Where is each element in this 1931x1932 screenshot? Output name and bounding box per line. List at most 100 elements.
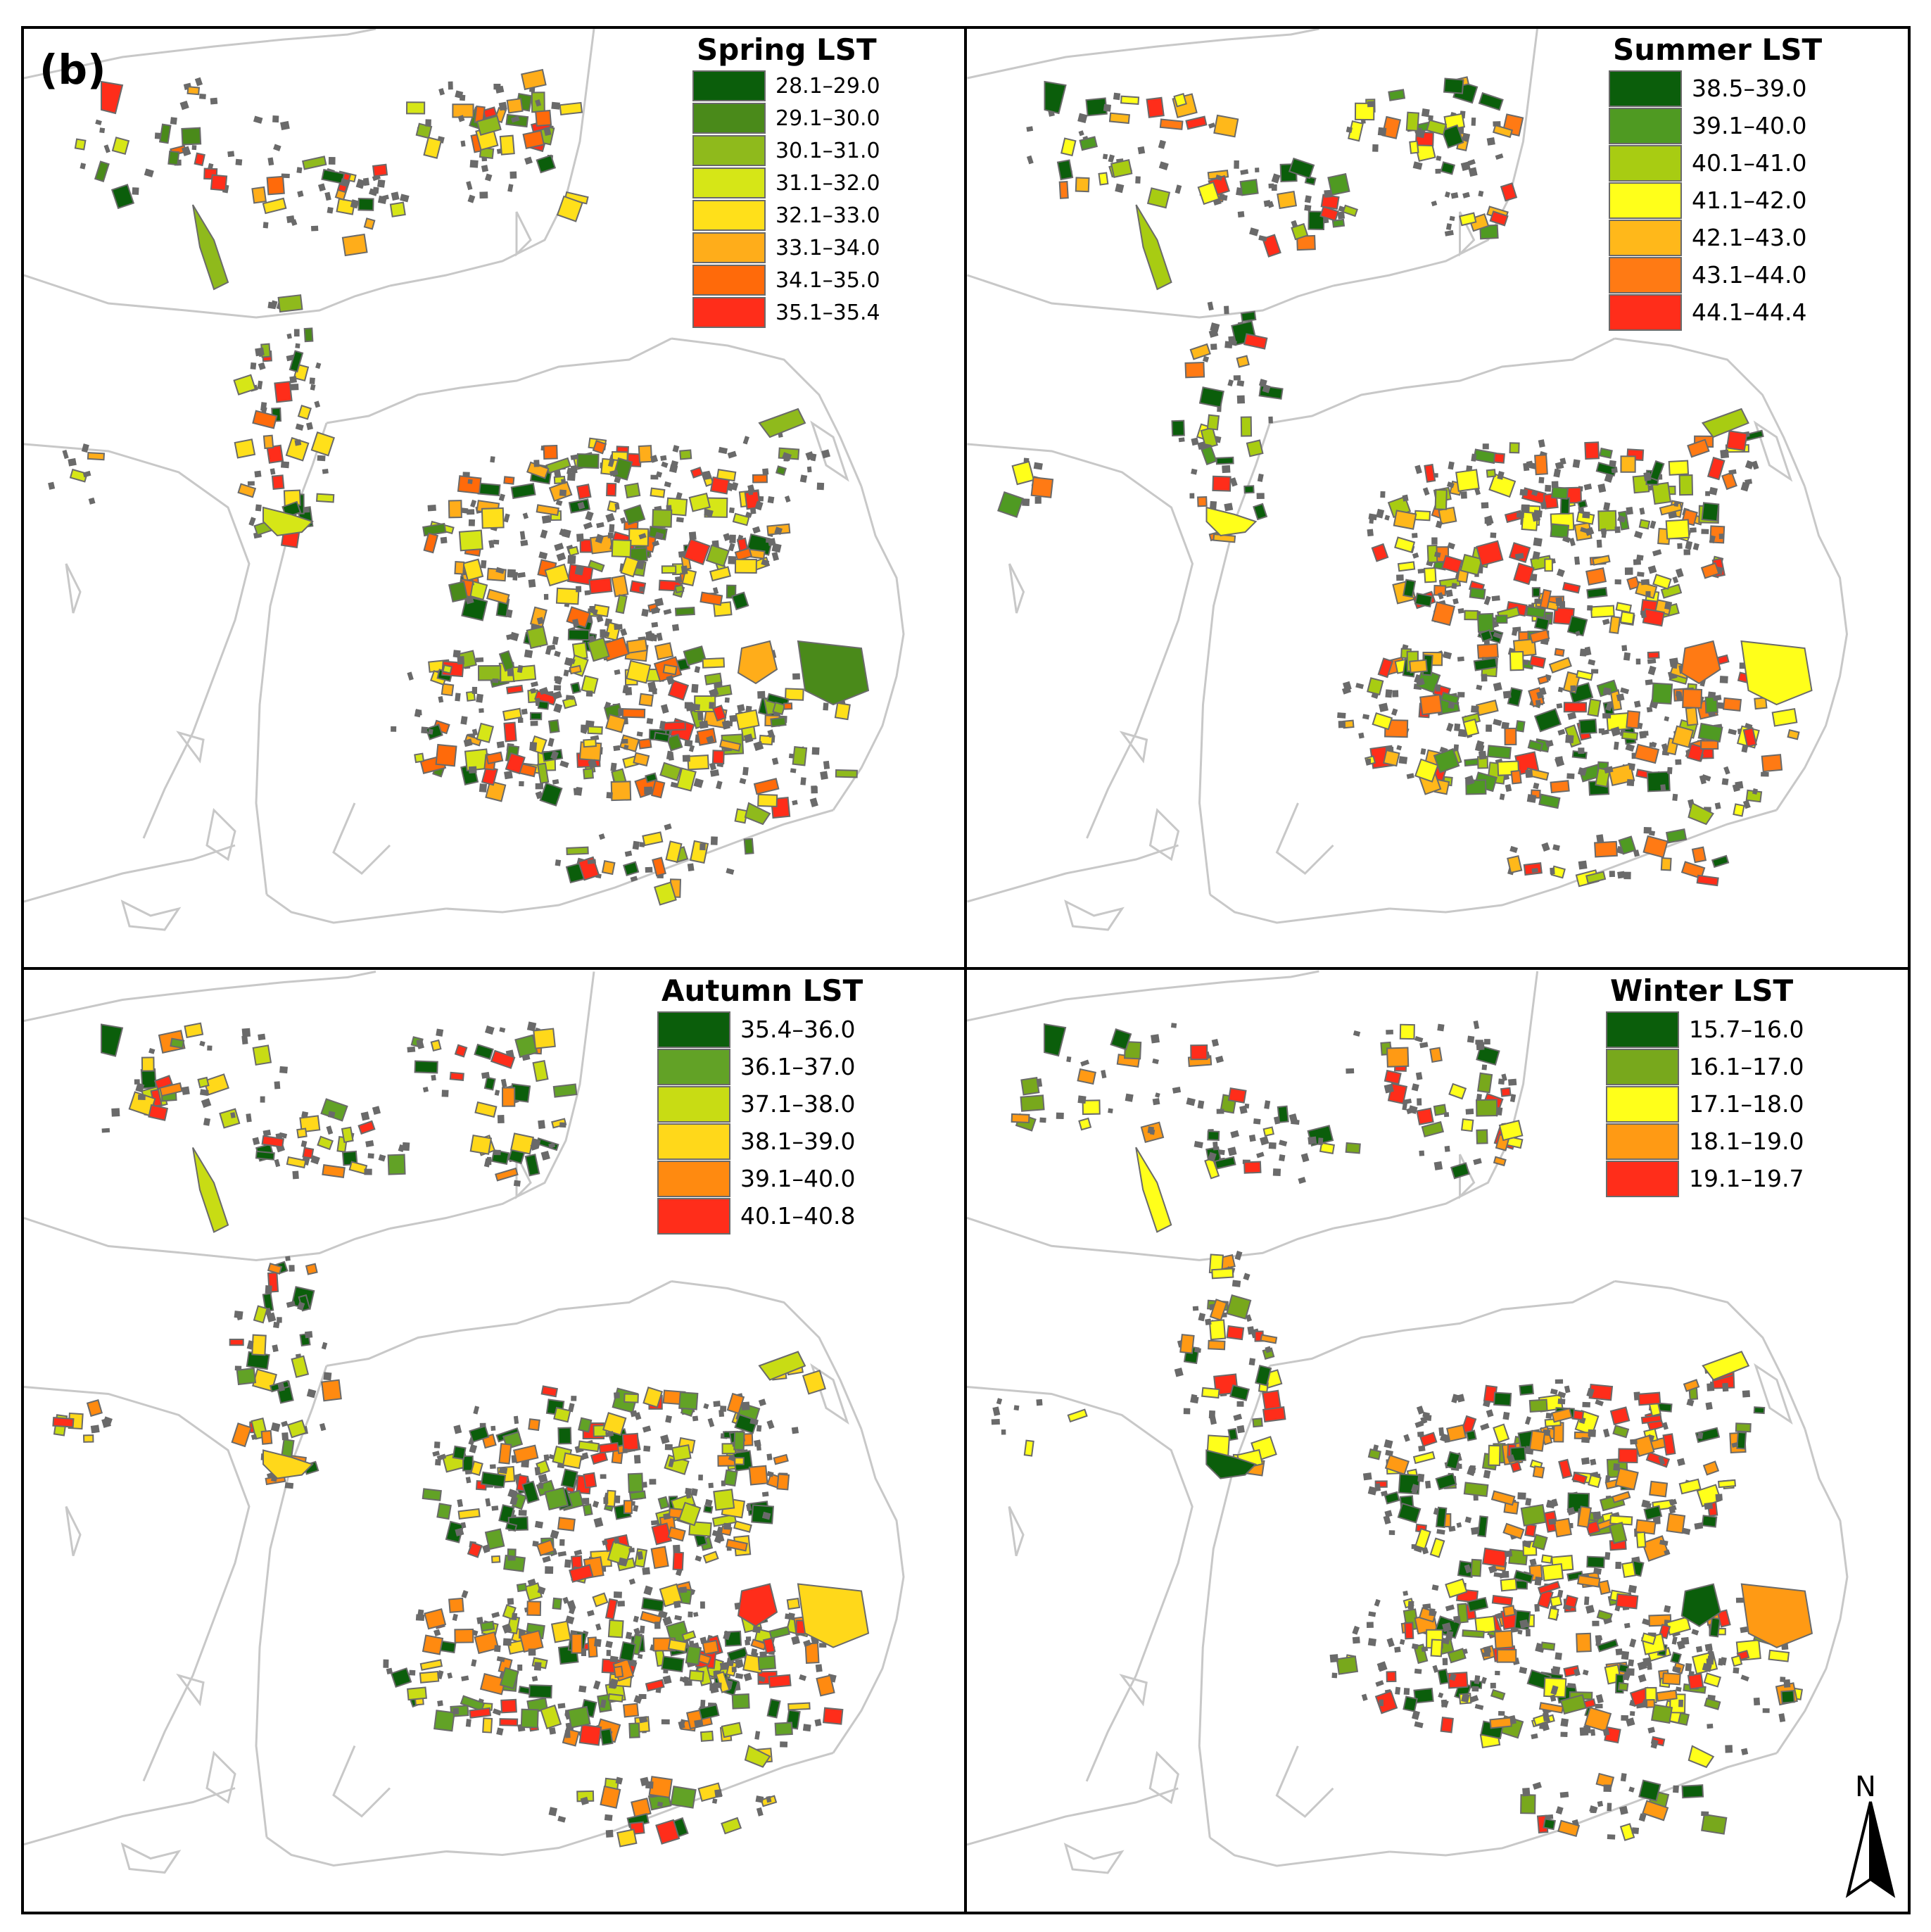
green-space-parcel [465, 1719, 471, 1727]
green-space-parcel [1443, 77, 1464, 94]
green-space-parcel [784, 688, 804, 701]
green-space-parcel [1650, 520, 1657, 529]
green-space-parcel [1647, 651, 1660, 659]
green-space-parcel [502, 1638, 512, 1646]
green-space-parcel [1651, 682, 1673, 705]
green-space-parcel [614, 503, 620, 510]
legend-swatch [1609, 70, 1682, 107]
green-space-parcel [95, 119, 102, 126]
green-space-parcel [464, 734, 482, 747]
green-space-parcel [772, 701, 786, 716]
green-space-parcel [1628, 1786, 1635, 1793]
legend-row: 32.1–33.0 [692, 199, 880, 232]
green-space-parcel [1186, 1097, 1196, 1106]
legend-row: 41.1–42.0 [1609, 182, 1822, 219]
green-space-parcel [1456, 1394, 1465, 1403]
green-space-parcel [505, 752, 526, 775]
legend-range: 39.1–40.0 [740, 1165, 856, 1192]
green-space-parcel [556, 552, 566, 562]
green-space-parcel [477, 664, 502, 681]
green-space-parcel [536, 154, 557, 174]
green-space-parcel [1444, 1145, 1450, 1152]
green-space-parcel [1479, 629, 1493, 643]
legend-swatch [1609, 182, 1682, 219]
green-space-parcel [383, 1659, 389, 1668]
green-space-parcel [468, 766, 477, 774]
green-space-parcel [436, 1503, 452, 1520]
green-space-parcel [771, 757, 779, 765]
green-space-parcel [1628, 1659, 1635, 1667]
green-space-parcel [1192, 1306, 1199, 1311]
legend-row: 28.1–29.0 [692, 70, 880, 102]
green-space-parcel [1415, 1072, 1423, 1080]
green-space-parcel [417, 1609, 424, 1616]
green-space-parcel [540, 1150, 550, 1161]
green-space-parcel [1498, 1572, 1505, 1579]
green-space-parcel [1574, 556, 1581, 565]
green-space-parcel [513, 1444, 539, 1464]
green-space-parcel [1478, 750, 1487, 760]
green-space-parcel [519, 531, 526, 541]
green-space-parcel [1567, 712, 1577, 720]
green-space-parcel [743, 733, 754, 743]
green-space-parcel [569, 1606, 576, 1615]
green-space-parcel [286, 333, 292, 339]
green-space-parcel [687, 755, 709, 771]
green-space-parcel [480, 560, 487, 569]
green-space-parcel [1545, 1499, 1556, 1509]
green-space-parcel [1211, 1038, 1220, 1047]
green-space-parcel [595, 1623, 602, 1631]
green-space-parcel [641, 608, 650, 617]
legend-row: 39.1–40.0 [657, 1160, 863, 1197]
green-space-parcel [1533, 782, 1540, 790]
green-space-parcel [595, 533, 604, 544]
green-space-parcel [1377, 127, 1387, 137]
green-space-parcel [731, 1667, 737, 1672]
green-space-parcel [1304, 204, 1312, 212]
park-polygon [758, 408, 806, 438]
green-space-parcel [1026, 155, 1034, 165]
green-space-parcel [1474, 1615, 1497, 1634]
green-space-parcel [665, 1415, 672, 1423]
green-space-parcel [1460, 553, 1483, 576]
green-space-parcel [460, 1522, 467, 1529]
green-space-parcel [619, 1641, 637, 1662]
park-polygon [744, 802, 771, 826]
green-space-parcel [1403, 579, 1417, 598]
green-space-parcel [616, 1829, 638, 1848]
green-space-parcel [1678, 1699, 1683, 1707]
green-space-parcel [609, 1678, 619, 1688]
green-space-parcel [691, 683, 699, 693]
green-space-parcel [614, 1537, 620, 1544]
green-space-parcel [1078, 1117, 1092, 1131]
green-space-parcel [726, 1392, 745, 1415]
green-space-parcel [1578, 719, 1597, 735]
green-space-parcel [1262, 384, 1271, 393]
green-space-parcel [1414, 510, 1431, 522]
green-space-parcel [627, 1472, 644, 1494]
green-space-parcel [774, 1722, 793, 1736]
green-space-parcel [1457, 656, 1464, 662]
park-polygon [1680, 1583, 1721, 1627]
legend-range: 17.1–18.0 [1689, 1090, 1804, 1118]
green-space-parcel [550, 1529, 559, 1539]
green-space-parcel [550, 1620, 571, 1643]
green-space-parcel [704, 1498, 713, 1507]
legend-summer: Summer LST 38.5–39.0 39.1–40.0 40.1–41.0… [1609, 30, 1822, 331]
green-space-parcel [1585, 567, 1607, 586]
green-space-parcel [1329, 1654, 1338, 1663]
green-space-parcel [1476, 540, 1504, 567]
green-space-parcel [1379, 702, 1389, 712]
green-space-parcel [771, 543, 782, 553]
green-space-parcel [1576, 1632, 1592, 1653]
boundary-line [326, 1280, 672, 1367]
green-space-parcel [1079, 136, 1098, 151]
green-space-parcel [1665, 828, 1688, 844]
green-space-parcel [708, 1482, 714, 1489]
green-space-parcel [718, 446, 728, 455]
green-space-parcel [1701, 1515, 1718, 1528]
green-space-parcel [419, 1659, 443, 1671]
green-space-parcel [355, 178, 365, 189]
green-space-parcel [1246, 439, 1264, 457]
green-space-parcel [1184, 361, 1205, 379]
